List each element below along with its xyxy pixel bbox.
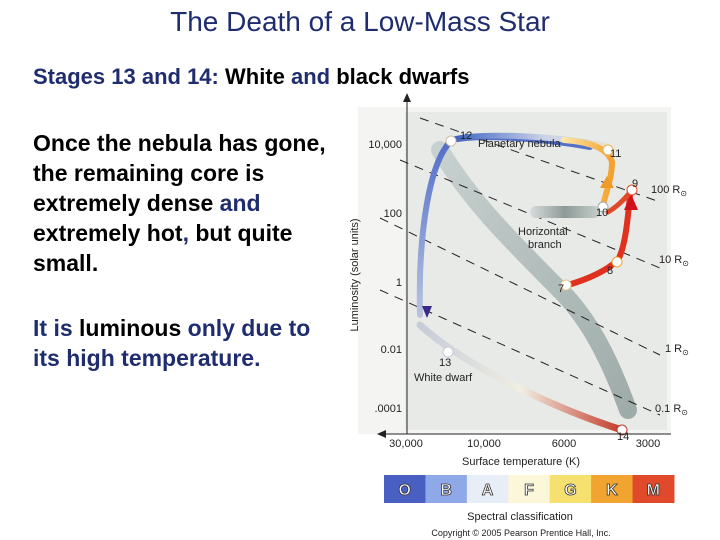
x-axis-arrow xyxy=(377,430,386,438)
spectral-class-b: B xyxy=(440,482,452,499)
y-tick-10000: 10,000 xyxy=(368,139,402,151)
x-tick-3000: 3000 xyxy=(636,438,660,450)
copyright-notice: Copyright © 2005 Pearson Prentice Hall, … xyxy=(431,528,610,538)
spectral-class-m: M xyxy=(647,482,660,499)
horizontal-branch-band xyxy=(530,206,600,218)
slide-title: The Death of a Low-Mass Star xyxy=(170,6,550,37)
spectral-class-f: F xyxy=(524,482,534,499)
x-tick-6000: 6000 xyxy=(552,438,576,450)
radius-label-01: 0.1 R⊙ xyxy=(655,403,688,417)
label-planetary-nebula: Planetary nebula xyxy=(478,138,561,150)
label-horizontal: Horizontal xyxy=(518,226,568,238)
label-white-dwarf: White dwarf xyxy=(414,372,473,384)
spectral-class-k: K xyxy=(606,482,618,499)
sun-symbol-100: ⊙ xyxy=(680,189,687,198)
x-axis-label: Surface temperature (K) xyxy=(462,456,580,468)
subtitle-part-white: White xyxy=(224,64,285,89)
paragraph-core-description: Once the nebula has gone, the remaining … xyxy=(33,128,333,278)
spectral-band-a xyxy=(466,475,509,503)
para1-seg2: and xyxy=(213,190,261,216)
sun-symbol-01: ⊙ xyxy=(681,408,688,417)
radius-label-100: 100 R⊙ xyxy=(651,184,687,198)
radius-label-100-text: 100 R xyxy=(651,184,680,196)
spectral-band-f xyxy=(508,475,551,503)
stage-number-12: 12 xyxy=(460,130,472,142)
y-tick-1: 1 xyxy=(396,277,402,289)
stage-dot-12 xyxy=(445,135,457,147)
white-dwarf-track xyxy=(416,321,626,434)
para2-seg2: luminous xyxy=(79,315,182,341)
y-tick-100: 100 xyxy=(384,208,402,220)
paragraph-luminosity: It is luminous only due to its high temp… xyxy=(33,313,323,373)
radius-line-100 xyxy=(419,117,661,203)
sun-symbol-10: ⊙ xyxy=(682,259,689,268)
radius-label-1-text: 1 R xyxy=(665,343,682,355)
radius-line-1 xyxy=(379,217,661,356)
spectral-classification-label: Spectral classification xyxy=(467,511,573,523)
para1-seg4: , xyxy=(182,220,196,246)
stage-dots xyxy=(442,135,638,436)
stage-number-13: 13 xyxy=(439,357,451,369)
stage-number-9: 9 xyxy=(632,178,638,190)
subtitle-part-black-dwarfs: black dwarfs xyxy=(336,64,470,89)
y-axis-arrow xyxy=(403,93,411,102)
stage-number-8: 8 xyxy=(607,265,613,277)
stage-dot-8 xyxy=(611,256,623,268)
stage-number-10: 10 xyxy=(596,207,608,219)
slide-subtitle: Stages 13 and 14: White and black dwarfs xyxy=(33,64,470,90)
stage-number-11: 11 xyxy=(610,148,621,160)
x-tick-30000: 30,000 xyxy=(389,438,423,450)
spectral-class-o: O xyxy=(398,482,410,499)
para1-seg5: but quite small. xyxy=(33,220,293,276)
stage-dot-10 xyxy=(597,201,609,213)
para1-seg3: extremely hot xyxy=(33,220,183,246)
white-dwarf-arrowhead xyxy=(422,306,432,318)
spectral-band-g xyxy=(549,475,592,503)
subtitle-part-stages: Stages 13 and 14: xyxy=(33,64,225,89)
stage-number-7: 7 xyxy=(558,283,564,295)
spectral-band-m xyxy=(632,475,675,503)
radius-label-01-text: 0.1 R xyxy=(655,403,681,415)
x-tick-10000: 10,000 xyxy=(467,438,501,450)
main-sequence-band xyxy=(431,141,637,419)
radius-label-10: 10 R⊙ xyxy=(659,254,689,268)
para1-seg1: Once the nebula has gone, the remaining … xyxy=(33,130,326,216)
stage-11-arrowhead xyxy=(600,176,614,188)
spectral-band-k xyxy=(591,475,634,503)
subtitle-part-and: and xyxy=(284,64,337,89)
y-axis-label: Luminosity (solar units) xyxy=(349,218,361,331)
y-tick-00001: .0001 xyxy=(374,403,402,415)
stage-dot-14 xyxy=(616,424,628,436)
stage-dot-9 xyxy=(626,184,638,196)
sun-symbol-1: ⊙ xyxy=(682,348,689,357)
radius-label-1: 1 R⊙ xyxy=(665,343,689,357)
y-tick-001: 0.01 xyxy=(381,344,402,356)
radius-label-10-text: 10 R xyxy=(659,254,682,266)
spectral-class-a: A xyxy=(482,482,494,499)
track-stage-11 xyxy=(561,137,616,208)
para2-seg1: It is xyxy=(33,315,80,341)
red-giant-arrowhead xyxy=(624,194,638,210)
spectral-band-o xyxy=(384,475,426,503)
stage-number-14: 14 xyxy=(617,431,629,443)
label-branch: branch xyxy=(528,239,562,251)
stage-dot-11 xyxy=(602,144,614,156)
spectral-class-g: G xyxy=(564,482,576,499)
stage-dot-13 xyxy=(442,346,454,358)
spectral-band-b xyxy=(425,475,468,503)
stage-dot-7 xyxy=(560,279,572,291)
para2-seg3: only due to its high temperature. xyxy=(33,315,311,371)
